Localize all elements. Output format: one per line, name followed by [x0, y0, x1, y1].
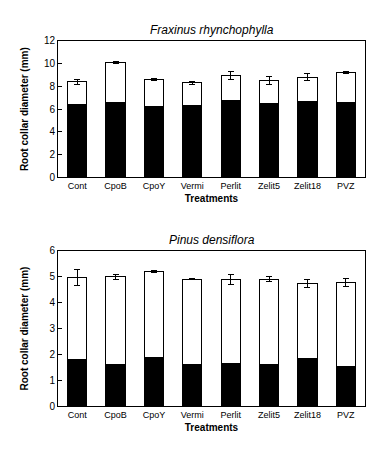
- svg-text:Pinus densiflora: Pinus densiflora: [169, 233, 255, 247]
- svg-text:8: 8: [49, 81, 55, 92]
- svg-text:5: 5: [49, 271, 55, 282]
- svg-text:3: 3: [49, 323, 55, 334]
- svg-text:0: 0: [49, 172, 55, 183]
- svg-text:Perlit: Perlit: [220, 410, 241, 420]
- svg-text:Fraxinus rhynchophylla: Fraxinus rhynchophylla: [150, 23, 274, 37]
- svg-text:Zelit18: Zelit18: [294, 181, 321, 191]
- svg-text:CpoB: CpoB: [104, 181, 127, 191]
- svg-text:2: 2: [49, 349, 55, 360]
- svg-text:CpoB: CpoB: [104, 410, 127, 420]
- svg-text:6: 6: [49, 104, 55, 115]
- svg-text:Vermi: Vermi: [181, 181, 204, 191]
- svg-text:Zelit5: Zelit5: [258, 410, 280, 420]
- svg-text:CpoY: CpoY: [143, 181, 166, 191]
- svg-text:12: 12: [44, 35, 56, 46]
- svg-text:Cont: Cont: [68, 410, 88, 420]
- svg-text:1: 1: [49, 375, 55, 386]
- svg-text:Root collar diameter (mm): Root collar diameter (mm): [19, 267, 30, 391]
- svg-text:CpoY: CpoY: [143, 410, 166, 420]
- svg-text:Cont: Cont: [68, 181, 88, 191]
- svg-text:4: 4: [49, 126, 55, 137]
- svg-text:Vermi: Vermi: [181, 410, 204, 420]
- svg-text:Treatments: Treatments: [185, 193, 239, 204]
- svg-text:Treatments: Treatments: [185, 422, 239, 433]
- svg-text:PVZ: PVZ: [337, 410, 355, 420]
- svg-text:2: 2: [49, 149, 55, 160]
- svg-text:Zelit5: Zelit5: [258, 181, 280, 191]
- svg-text:Perlit: Perlit: [220, 181, 241, 191]
- svg-text:PVZ: PVZ: [337, 181, 355, 191]
- svg-text:6: 6: [49, 245, 55, 256]
- svg-text:4: 4: [49, 297, 55, 308]
- svg-text:10: 10: [44, 58, 56, 69]
- svg-text:0: 0: [49, 401, 55, 412]
- svg-text:Zelit18: Zelit18: [294, 410, 321, 420]
- svg-text:Root collar diameter (mm): Root collar diameter (mm): [19, 47, 30, 171]
